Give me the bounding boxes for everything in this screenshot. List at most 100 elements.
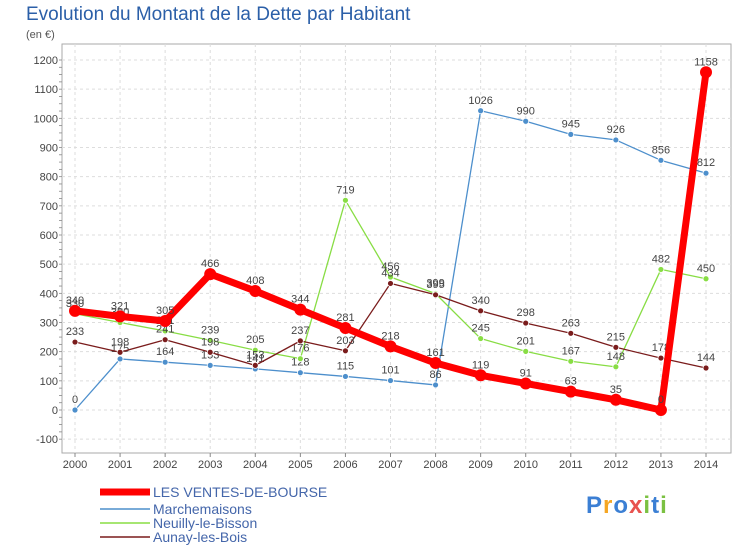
data-label: 215: [607, 331, 625, 343]
data-label: 198: [111, 336, 129, 348]
data-point: [654, 404, 667, 416]
data-point: [116, 355, 124, 363]
legend-label: Neuilly-le-Bisson: [153, 515, 257, 531]
data-point: [609, 393, 622, 406]
data-point: [564, 385, 577, 398]
data-label: 201: [517, 335, 535, 347]
data-point: [567, 130, 575, 138]
x-tick-label: 2009: [468, 459, 492, 471]
data-label: 466: [201, 258, 219, 270]
data-point: [567, 357, 575, 365]
data-point: [384, 340, 397, 353]
data-point: [296, 355, 304, 363]
data-point: [657, 354, 665, 362]
logo-letter: i: [643, 492, 652, 519]
data-label: 218: [381, 330, 399, 342]
logo-letter: P: [586, 492, 604, 519]
data-label: 148: [607, 351, 625, 363]
data-point: [69, 304, 81, 317]
data-point: [116, 348, 124, 356]
data-point: [702, 275, 710, 283]
data-point: [339, 322, 352, 335]
data-label: 344: [291, 294, 309, 306]
data-point: [612, 136, 620, 144]
x-tick-label: 2007: [378, 459, 402, 471]
x-tick-label: 2002: [153, 459, 177, 471]
data-point: [477, 335, 485, 342]
data-point: [206, 361, 214, 369]
data-label: 233: [66, 326, 84, 338]
data-point: [657, 266, 665, 273]
data-label: 330: [66, 298, 84, 310]
y-tick-label: 300: [40, 318, 58, 330]
data-label: 340: [471, 295, 489, 307]
data-point: [657, 156, 665, 164]
x-tick-label: 2005: [288, 459, 312, 471]
data-label: 340: [66, 295, 84, 307]
data-point: [387, 377, 394, 384]
data-point: [477, 107, 485, 115]
data-point: [522, 347, 530, 355]
data-label: 408: [246, 275, 264, 287]
x-tick-label: 2014: [694, 459, 718, 471]
data-label: 198: [201, 336, 219, 348]
data-point: [159, 315, 172, 328]
x-tick-label: 2004: [243, 459, 267, 471]
data-label: 719: [336, 184, 354, 196]
data-label: 0: [72, 394, 78, 406]
chart-subtitle: (en €): [26, 29, 55, 41]
y-tick-label: 0: [52, 405, 58, 417]
data-label: 245: [471, 323, 489, 335]
data-label: 321: [111, 300, 129, 312]
data-point: [519, 377, 532, 390]
x-tick-label: 2003: [198, 459, 222, 471]
y-tick-label: 200: [40, 347, 58, 359]
data-point: [114, 310, 127, 323]
data-label: 161: [426, 347, 444, 359]
data-label: 856: [652, 144, 670, 156]
data-label: 203: [336, 335, 354, 347]
data-label: 305: [156, 305, 174, 317]
data-label: 399: [426, 278, 444, 290]
data-label: 153: [246, 349, 264, 361]
data-point: [387, 280, 394, 287]
data-label: 205: [246, 334, 264, 346]
data-point: [251, 346, 259, 354]
data-label: 239: [201, 324, 219, 336]
data-point: [206, 348, 214, 356]
data-label: 101: [381, 365, 399, 377]
y-tick-label: 800: [40, 172, 58, 184]
y-tick-label: 600: [40, 230, 58, 242]
data-label: 128: [291, 357, 309, 369]
data-point: [342, 196, 349, 204]
data-point: [251, 361, 259, 369]
data-label: 164: [156, 346, 174, 358]
legend-label: Aunay-les-Bois: [153, 529, 247, 545]
data-label: 35: [610, 384, 622, 396]
data-label: 144: [697, 352, 715, 364]
data-label: 141: [246, 353, 264, 365]
data-label: 0: [658, 394, 664, 406]
data-point: [342, 373, 349, 380]
data-point: [161, 327, 169, 335]
x-tick-label: 2006: [333, 459, 357, 471]
data-point: [567, 329, 575, 337]
data-label: 86: [429, 369, 441, 381]
data-label: 263: [562, 317, 580, 329]
data-label: 237: [291, 325, 309, 337]
data-point: [161, 358, 169, 366]
data-point: [204, 268, 217, 281]
data-point: [296, 369, 304, 377]
y-tick-label: 900: [40, 143, 58, 155]
y-tick-label: 100: [40, 376, 58, 388]
plot-frame: [61, 43, 732, 454]
logo-letter: x: [629, 492, 644, 519]
data-label: 1026: [468, 95, 492, 107]
data-label: 91: [520, 367, 532, 379]
data-label: 63: [565, 376, 577, 388]
data-label: 167: [562, 345, 580, 357]
data-point: [387, 273, 394, 281]
data-point: [161, 336, 169, 344]
logo-letter: i: [660, 492, 668, 519]
data-label: 812: [697, 157, 715, 169]
